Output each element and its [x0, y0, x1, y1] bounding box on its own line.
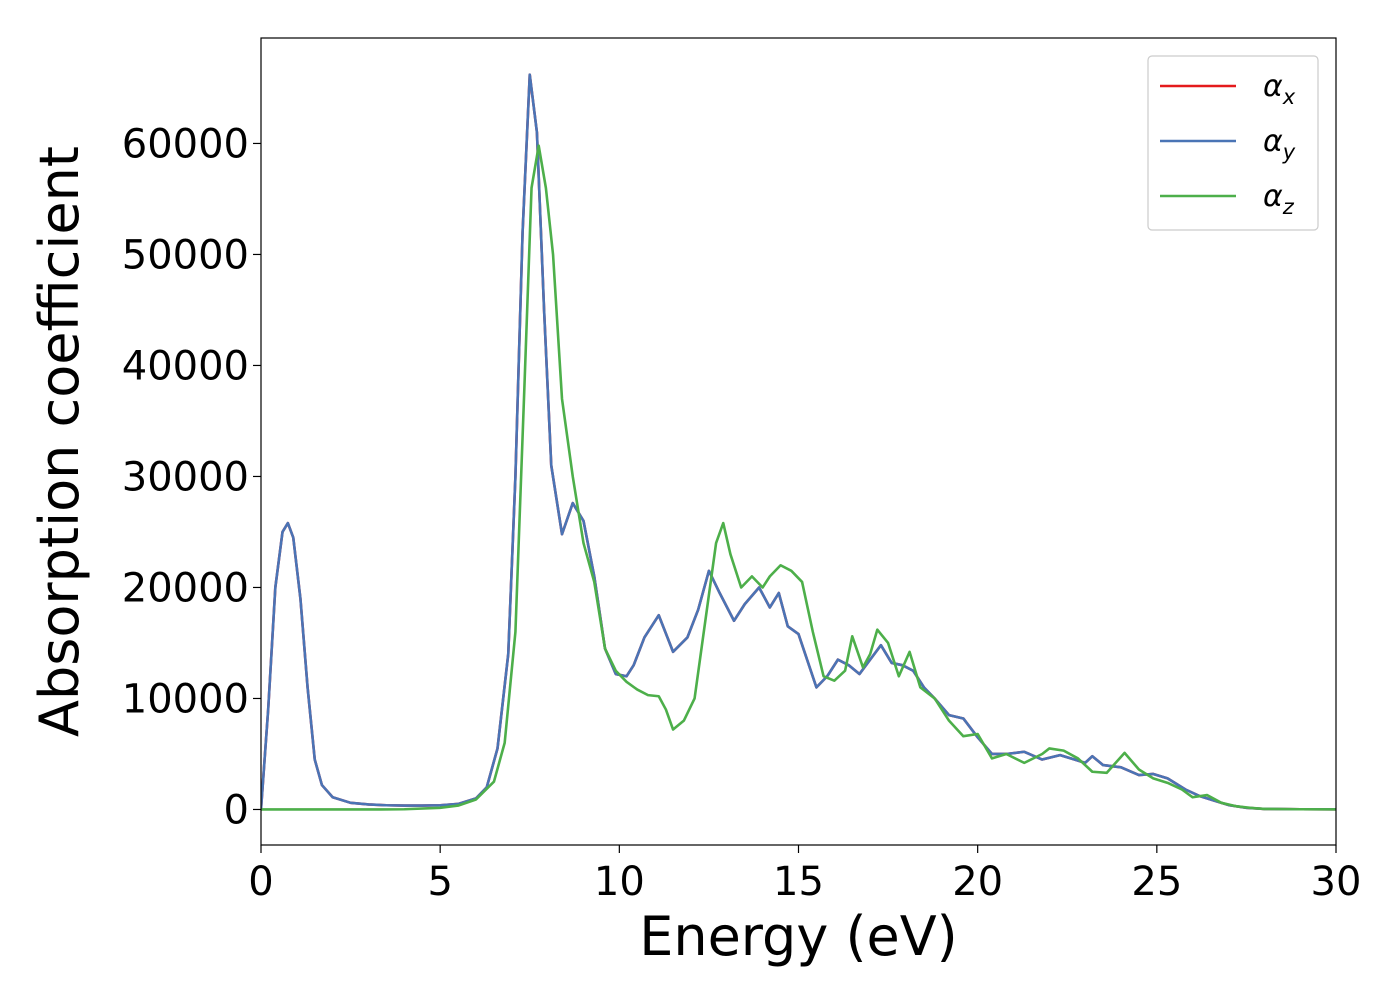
y-tick-label: 10000 — [122, 676, 249, 722]
y-tick-label: 30000 — [122, 454, 249, 500]
x-tick-label: 10 — [594, 859, 645, 905]
legend-box — [1147, 55, 1319, 231]
y-tick-label: 20000 — [122, 565, 249, 611]
x-tick-label: 20 — [952, 859, 1003, 905]
legend-label-z: αz — [1263, 179, 1295, 219]
x-tick-label: 0 — [248, 859, 273, 905]
x-tick-label: 25 — [1131, 859, 1182, 905]
series-layer — [261, 73, 1336, 811]
x-tick-label: 15 — [773, 859, 824, 905]
legend-label-x: αx — [1263, 69, 1296, 109]
series-line-z — [261, 144, 1336, 811]
x-tick-label: 30 — [1311, 859, 1362, 905]
x-tick-label: 5 — [427, 859, 452, 905]
y-tick-label: 60000 — [122, 121, 249, 167]
y-axis-ticks: 0 10000 20000 30000 40000 50000 60000 — [122, 121, 261, 833]
y-tick-label: 0 — [224, 787, 249, 833]
x-axis-title: Energy (eV) — [639, 905, 958, 968]
y-tick-label: 50000 — [122, 232, 249, 278]
y-axis-title: Absorption coefficient — [28, 146, 91, 737]
legend: αx αy αz — [1147, 55, 1319, 231]
x-axis-ticks: 0 5 10 15 20 25 30 — [248, 845, 1361, 905]
legend-label-y: αy — [1263, 124, 1296, 164]
y-tick-label: 40000 — [122, 343, 249, 389]
